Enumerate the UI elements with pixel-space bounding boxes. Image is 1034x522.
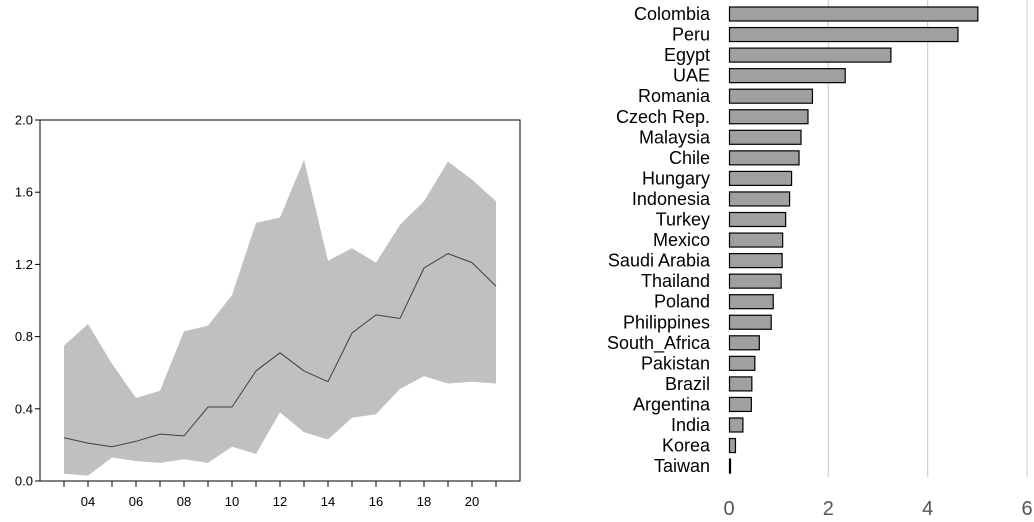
- y-tick-label: 2.0: [15, 113, 33, 128]
- bar: [728, 294, 774, 310]
- category-label: Hungary: [642, 168, 710, 188]
- x-tick-label: 08: [177, 494, 191, 509]
- category-label: Indonesia: [632, 189, 711, 209]
- x-tick-label: 04: [81, 494, 95, 509]
- category-label: Chile: [669, 148, 710, 168]
- bar: [728, 109, 809, 125]
- bar: [728, 170, 793, 186]
- category-label: Brazil: [665, 374, 710, 394]
- x-tick-label: 4: [922, 498, 933, 520]
- category-label: Poland: [654, 292, 710, 312]
- bar: [728, 396, 752, 413]
- x-tick-label: 14: [321, 494, 335, 509]
- y-tick-label: 1.2: [15, 257, 33, 272]
- bar: [728, 6, 979, 22]
- bar: [728, 355, 756, 371]
- x-tick-label: 06: [129, 494, 143, 509]
- category-label: India: [671, 415, 711, 435]
- bar: [728, 129, 802, 145]
- bar: [728, 47, 892, 63]
- category-label: Colombia: [634, 4, 711, 24]
- category-label: UAE: [673, 66, 710, 86]
- x-tick-label: 2: [823, 498, 834, 520]
- bar: [728, 376, 753, 392]
- bar: [728, 191, 791, 207]
- y-tick-label: 1.6: [15, 185, 33, 200]
- bar: [728, 314, 772, 330]
- y-tick-label: 0.0: [15, 474, 33, 489]
- category-label: Saudi Arabia: [608, 251, 711, 271]
- category-label: Philippines: [623, 312, 710, 332]
- bar: [728, 458, 732, 474]
- x-tick-label: 10: [225, 494, 239, 509]
- category-label: Pakistan: [641, 353, 710, 373]
- category-label: Malaysia: [639, 127, 711, 147]
- x-tick-label: 0: [723, 498, 734, 520]
- category-label: Czech Rep.: [616, 107, 710, 127]
- y-tick-label: 0.4: [15, 401, 33, 416]
- bar: [728, 437, 737, 454]
- category-label: South_Africa: [607, 333, 711, 354]
- bar: [728, 253, 783, 269]
- bar: [728, 88, 814, 104]
- bar: [728, 68, 846, 84]
- category-label: Mexico: [653, 230, 710, 250]
- x-tick-label: 6: [1021, 498, 1032, 520]
- y-tick-label: 0.8: [15, 329, 33, 344]
- bar: [728, 26, 959, 43]
- category-label: Korea: [662, 436, 711, 456]
- x-tick-label: 16: [369, 494, 383, 509]
- x-tick-label: 18: [417, 494, 431, 509]
- category-label: Turkey: [656, 210, 710, 230]
- bar: [728, 232, 784, 248]
- category-label: Thailand: [641, 271, 710, 291]
- category-label: Peru: [672, 25, 710, 45]
- bar: [728, 211, 787, 228]
- category-label: Taiwan: [654, 456, 710, 476]
- bar: [728, 417, 744, 433]
- left-area-chart: 0.0 0.4 0.8 1.2 1.6 2.0 04 06 08 10 12 14 16 18 20: [15, 113, 521, 509]
- bar: [728, 150, 800, 166]
- x-tick-label: 20: [465, 494, 479, 509]
- x-tick-label: 12: [273, 494, 287, 509]
- category-label: Romania: [638, 86, 711, 106]
- bar: [728, 335, 760, 351]
- median-line: [63, 253, 497, 448]
- category-label: Egypt: [664, 45, 710, 65]
- bar: [728, 273, 782, 289]
- category-label: Argentina: [633, 394, 711, 414]
- band-area: [64, 159, 496, 476]
